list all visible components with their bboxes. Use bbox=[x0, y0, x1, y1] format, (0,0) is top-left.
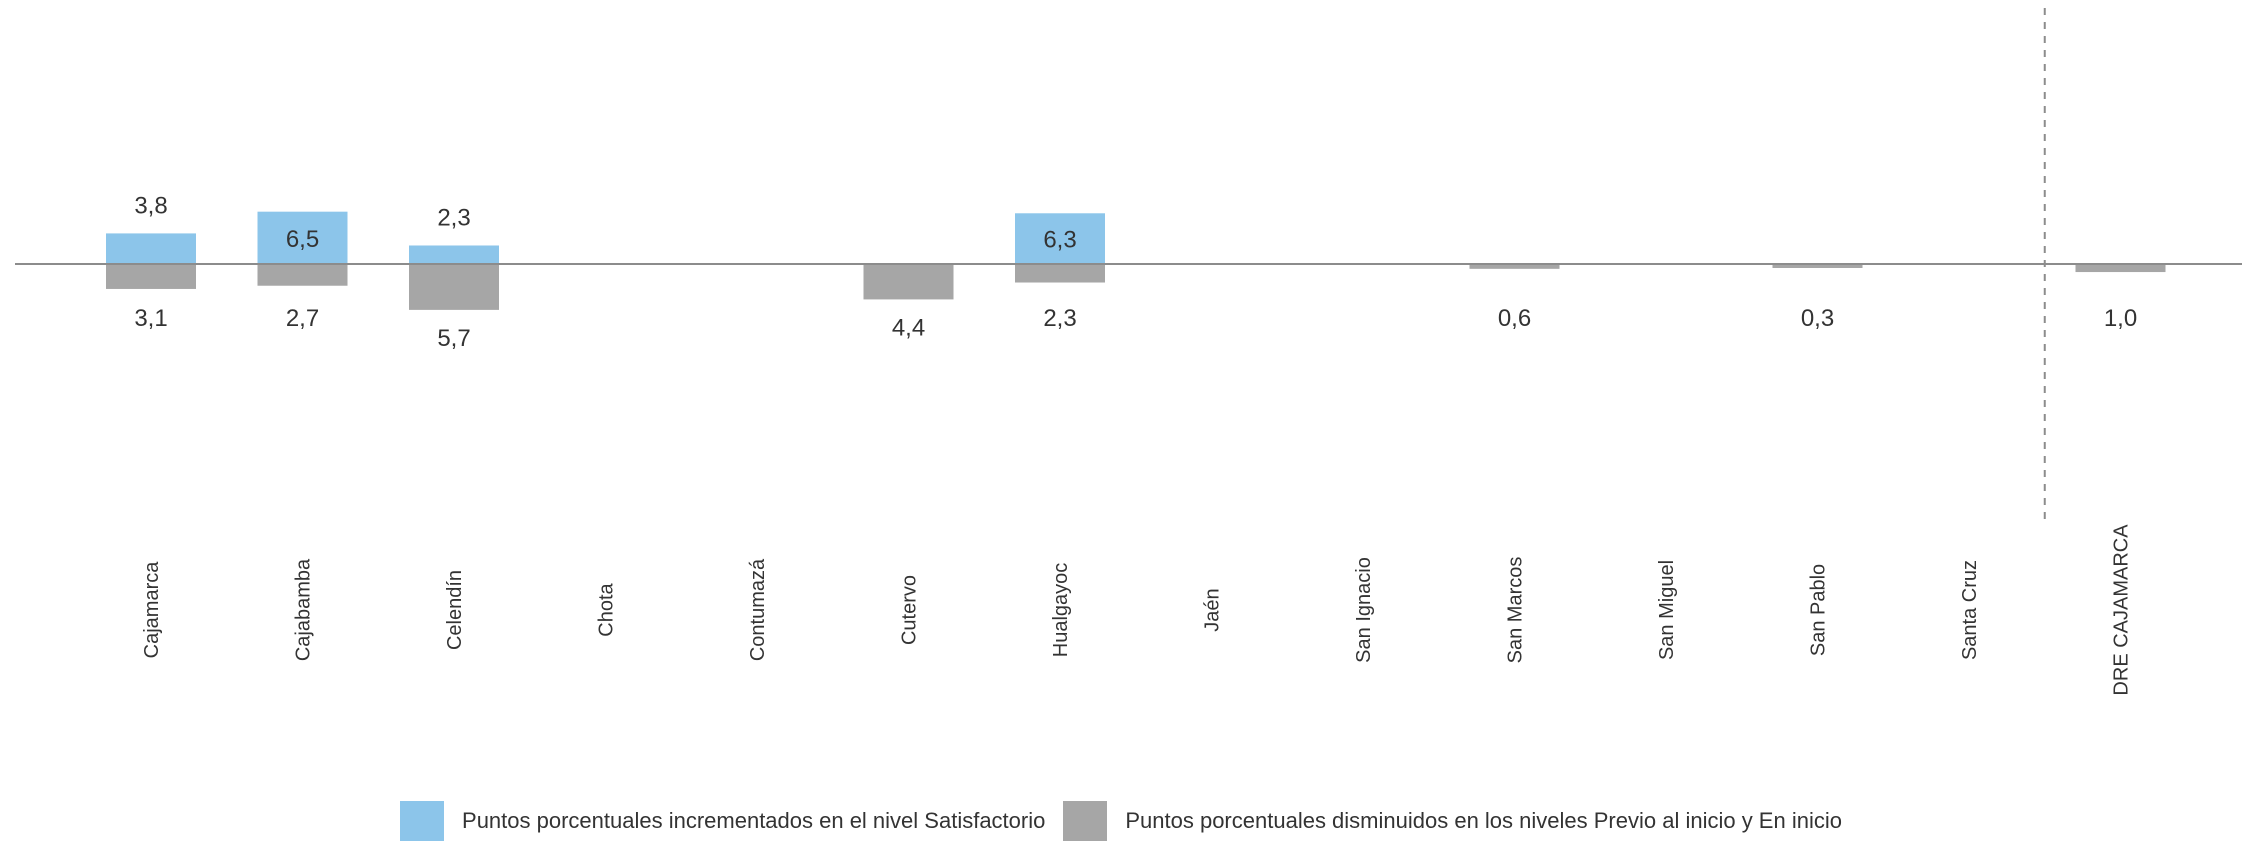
bar-increase-cajabamba bbox=[257, 211, 348, 264]
bar-decrease-cutervo bbox=[863, 264, 954, 300]
legend-swatch-decrease bbox=[1063, 801, 1108, 841]
value-label-increase-cajamarca: 3,8 bbox=[134, 192, 167, 219]
legend-item-increase: Puntos porcentuales incrementados en el … bbox=[400, 801, 1045, 841]
value-label-increase-celendin: 2,3 bbox=[437, 204, 470, 231]
value-label-decrease-hualgayoc: 2,3 bbox=[1043, 305, 1076, 332]
category-label-celendin: Celendín bbox=[444, 570, 466, 650]
category-label-chota: Chota bbox=[596, 582, 618, 636]
bar-decrease-cajabamba bbox=[257, 264, 348, 286]
value-label-decrease-cajabamba: 2,7 bbox=[286, 305, 319, 332]
bar-increase-hualgayoc bbox=[1015, 213, 1105, 264]
bar-decrease-hualgayoc bbox=[1015, 264, 1105, 283]
bar-decrease-dre-cajamarca bbox=[2075, 264, 2166, 273]
category-label-santa-cruz: Santa Cruz bbox=[1959, 560, 1981, 660]
category-label-cajamarca: Cajamarca bbox=[141, 561, 163, 659]
legend-item-decrease: Puntos porcentuales disminuidos en los n… bbox=[1063, 801, 1842, 841]
bar-increase-cajamarca bbox=[106, 233, 196, 264]
legend-swatch-increase bbox=[400, 801, 445, 841]
value-label-decrease-cajamarca: 3,1 bbox=[134, 305, 167, 332]
category-label-cajabamba: Cajabamba bbox=[293, 558, 315, 661]
value-label-decrease-cutervo: 4,4 bbox=[892, 314, 925, 341]
bar-decrease-san-marcos bbox=[1469, 264, 1560, 269]
bar-decrease-celendin bbox=[409, 264, 499, 310]
category-label-san-miguel: San Miguel bbox=[1656, 560, 1678, 660]
value-label-decrease-san-marcos: 0,6 bbox=[1498, 305, 1531, 332]
value-labels: 3,8 3,1 6,5 2,7 2,3 5,7 4,4 6,3 2,3 0,6 0,3 1,0 bbox=[134, 192, 2137, 351]
category-label-san-ignacio: San Ignacio bbox=[1353, 557, 1375, 663]
bar-decrease-san-pablo bbox=[1772, 264, 1863, 268]
category-label-cutervo: Cutervo bbox=[899, 575, 921, 645]
category-label-dre-cajamarca: DRE CAJAMARCA bbox=[2111, 524, 2133, 696]
legend-label-increase: Puntos porcentuales incrementados en el … bbox=[462, 808, 1046, 833]
category-label-jaen: Jaén bbox=[1202, 588, 1224, 631]
value-label-decrease-san-pablo: 0,3 bbox=[1801, 305, 1834, 332]
bar-increase-celendin bbox=[409, 245, 499, 264]
value-label-increase-hualgayoc: 6,3 bbox=[1043, 227, 1076, 254]
chart: 3,8 3,1 6,5 2,7 2,3 5,7 4,4 6,3 2,3 0,6 0,3 1,0 Caj… bbox=[15, 8, 2242, 696]
legend: Puntos porcentuales incrementados en el … bbox=[0, 800, 2242, 842]
category-labels: Cajamarca Cajabamba Celendín Chota Contumazá… bbox=[141, 524, 2133, 696]
value-label-increase-cajabamba: 6,5 bbox=[286, 226, 319, 253]
value-label-decrease-celendin: 5,7 bbox=[437, 325, 470, 352]
legend-label-decrease: Puntos porcentuales disminuidos en los n… bbox=[1125, 808, 1842, 833]
category-label-san-pablo: San Pablo bbox=[1808, 564, 1830, 656]
decrease-bars bbox=[106, 264, 2166, 310]
category-label-contumaza: Contumazá bbox=[747, 558, 769, 661]
category-label-san-marcos: San Marcos bbox=[1505, 557, 1527, 664]
category-label-hualgayoc: Hualgayoc bbox=[1050, 563, 1072, 658]
value-label-decrease-dre-cajamarca: 1,0 bbox=[2104, 305, 2137, 332]
bar-decrease-cajamarca bbox=[106, 264, 196, 289]
increase-bars bbox=[106, 211, 1105, 264]
